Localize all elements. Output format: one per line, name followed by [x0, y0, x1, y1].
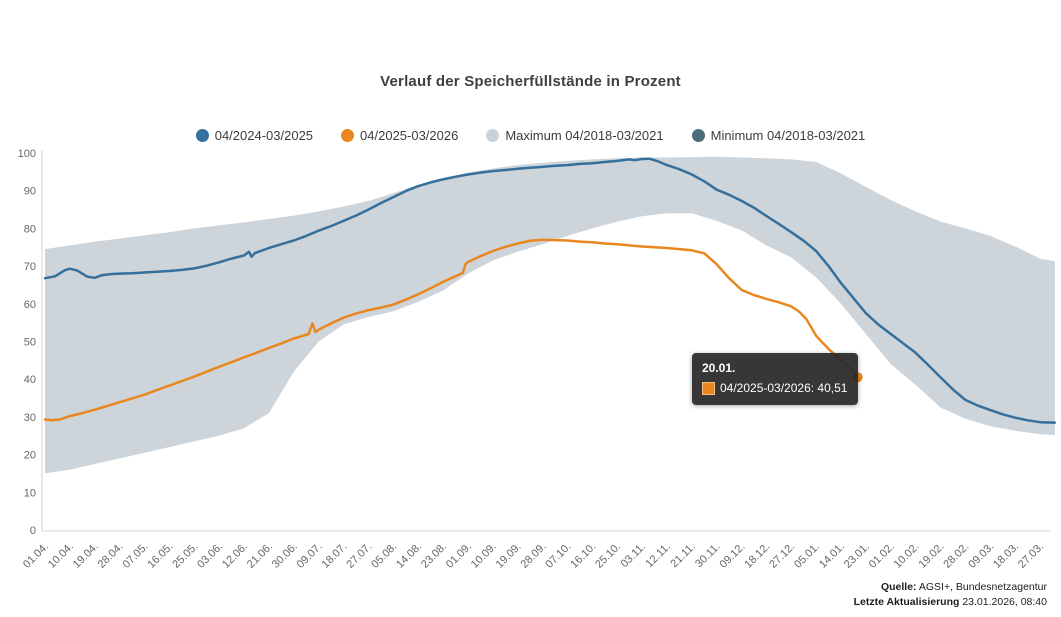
y-axis-label: 0: [30, 525, 36, 537]
x-axis-label: 03.11.: [619, 541, 649, 571]
legend-item-2[interactable]: 04/2025-03/2026: [341, 128, 458, 143]
x-axis-label: 18.12.: [742, 541, 772, 571]
legend-dot-icon: [195, 129, 209, 142]
legend-dot-icon: [691, 129, 705, 142]
x-axis-label: 19.04.: [71, 541, 101, 571]
x-axis-label: 05.01.: [792, 541, 822, 571]
x-axis-label: 16.05.: [145, 541, 175, 571]
legend-item-1[interactable]: 04/2024-03/2025: [195, 128, 314, 143]
x-axis-label: 12.11.: [643, 541, 673, 571]
x-axis-label: 27.07.: [344, 541, 374, 571]
tooltip-series-swatch: [702, 382, 715, 396]
x-axis-label: 14.08.: [394, 541, 424, 571]
y-axis-label: 40: [24, 374, 36, 386]
x-axis-label: 18.03.: [991, 541, 1021, 571]
y-axis-label: 10: [24, 487, 36, 499]
series-2024-2025-line[interactable]: [43, 157, 1057, 424]
legend-dot-icon: [486, 129, 500, 142]
legend-item-4[interactable]: Minimum 04/2018-03/2021: [691, 128, 866, 143]
legend: 04/2024-03/2025 04/2025-03/2026 Maximum 04…: [0, 128, 1061, 143]
y-axis-label: 90: [24, 186, 36, 198]
x-axis-label: 19.02.: [917, 541, 947, 571]
x-axis-label: 27.12.: [767, 541, 797, 571]
updated-line: Letzte Aktualisierung 23.01.2026, 08:40: [853, 596, 1047, 608]
min-max-band-area[interactable]: [45, 156, 1055, 474]
legend-item-3[interactable]: Maximum 04/2018-03/2021: [486, 128, 664, 143]
x-axis-label: 09.07.: [295, 541, 325, 571]
x-axis-label: 05.08.: [369, 541, 399, 571]
x-axis-label: 16.10.: [568, 541, 598, 571]
x-axis-label: 25.05.: [170, 541, 200, 571]
y-axis-label: 80: [24, 223, 36, 235]
tooltip: 20.01. 04/2025-03/2026: 40,51: [692, 353, 859, 405]
x-axis-label: 01.09.: [444, 541, 474, 571]
legend-item-label: 04/2024-03/2025: [214, 128, 314, 143]
legend-item-label: 04/2025-03/2026: [360, 128, 459, 143]
x-axis-label: 28.09.: [519, 541, 549, 571]
x-axis-label: 09.03.: [966, 541, 996, 571]
x-axis-label: 10.09.: [469, 541, 499, 571]
x-axis-label: 27.03.: [1016, 541, 1046, 571]
x-axis-label: 01.02.: [867, 541, 897, 571]
legend-item-label: Maximum 04/2018-03/2021: [505, 128, 664, 143]
chart-title: Verlauf der Speicherfüllstände in Prozen…: [380, 73, 681, 90]
y-axis-label: 70: [24, 261, 36, 273]
x-axis-label: 10.02.: [892, 541, 922, 571]
legend-dot-icon: [341, 129, 355, 142]
x-axis-label: 09.12.: [718, 541, 748, 571]
x-axis-label: 23.01.: [842, 541, 872, 571]
x-axis-label: 28.02.: [941, 541, 971, 571]
x-axis-label: 21.11.: [668, 541, 698, 571]
tooltip-date: 20.01.: [702, 361, 736, 375]
tooltip-value-text: 04/2025-03/2026: 40,51: [720, 381, 848, 396]
x-axis-label: 25.10.: [593, 541, 623, 571]
source-line: Quelle: AGSI+, Bundesnetzagentur: [880, 581, 1047, 593]
x-axis-label: 23.08.: [419, 541, 449, 571]
y-axis-label: 50: [24, 337, 36, 349]
x-axis-label: 19.09.: [494, 541, 524, 571]
x-axis-label: 12.06.: [220, 541, 250, 571]
y-axis-label: 20: [24, 450, 36, 462]
series-2025-2026-line[interactable]: [43, 238, 859, 422]
x-axis-label: 01.04.: [21, 541, 51, 571]
y-axis-label: 100: [18, 148, 36, 160]
x-axis-label: 14.01.: [817, 541, 847, 571]
x-axis-label: 28.04.: [96, 541, 126, 571]
legend-item-label: Minimum 04/2018-03/2021: [710, 128, 866, 143]
x-axis-label: 30.06.: [270, 541, 300, 571]
x-axis-label: 03.06.: [195, 541, 225, 571]
x-axis-label: 18.07.: [320, 541, 350, 571]
x-axis-label: 10.04.: [46, 541, 76, 571]
x-axis-label: 07.10.: [543, 541, 573, 571]
y-axis-label: 30: [24, 412, 36, 424]
y-axis-label: 60: [24, 299, 36, 311]
source-note: Quelle: AGSI+, Bundesnetzagentur Letzte …: [854, 580, 1047, 610]
x-axis-label: 30.11.: [693, 541, 723, 571]
x-axis-label: 21.06.: [245, 541, 275, 571]
x-axis-label: 07.05.: [121, 541, 151, 571]
